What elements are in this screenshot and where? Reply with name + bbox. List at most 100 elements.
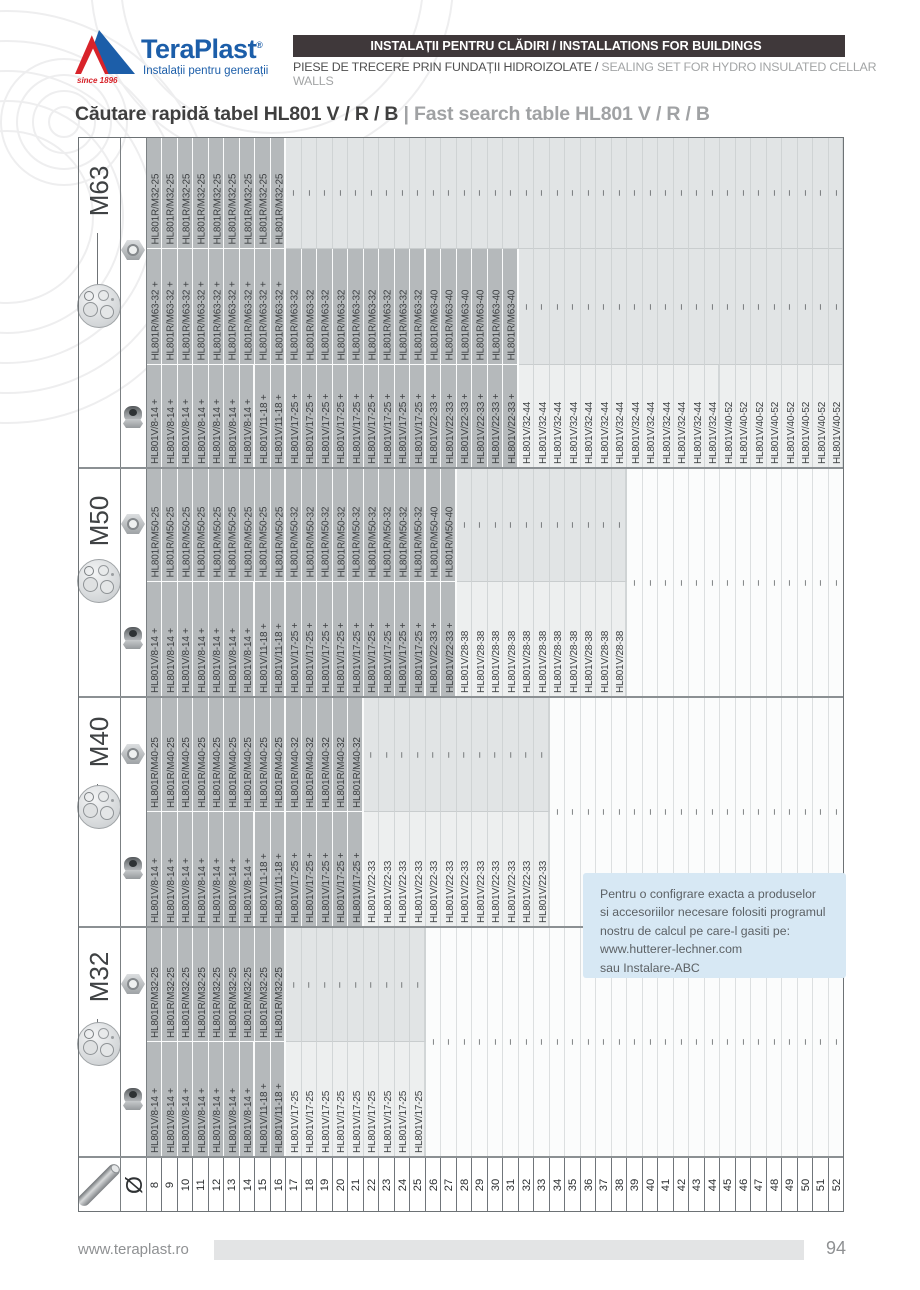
table-cell: HL801V/11-18 + [255, 365, 271, 468]
table-cell: HL801R/M50-32 [410, 468, 426, 582]
table-cell: HL801R/M63-32 [348, 249, 364, 365]
table-cell: – [612, 468, 627, 582]
table-cell: HL801V/28-38 [534, 582, 550, 697]
table-cell: HL801V/11-18 + [255, 1042, 271, 1157]
table-cell-empty: – [782, 697, 798, 927]
table-cell: HL801V/32-44 [596, 365, 612, 468]
table-cell: – [317, 927, 333, 1042]
group-label: M40 [84, 716, 114, 768]
table-cell: HL801R/M63-40 [457, 249, 472, 365]
label-leader-line [97, 233, 98, 289]
table-cell: HL801R/M40-25 [224, 697, 240, 812]
table-cell: – [658, 137, 674, 249]
table-cell-empty: – [503, 927, 519, 1157]
plug-hole [98, 290, 109, 301]
table-cell: HL801R/M50-40 [441, 468, 457, 582]
diameter-column-header: 8 [147, 1157, 162, 1212]
table-cell: – [534, 249, 550, 365]
table-cell: HL801V/32-44 [550, 365, 565, 468]
diameter-column-header: 34 [550, 1157, 565, 1212]
table-cell-empty: – [813, 697, 829, 927]
subtitle-en: SEALING SET FOR HYDRO INSULATED CELLAR W… [293, 60, 877, 88]
table-cell: HL801R/M63-32 + [147, 249, 162, 365]
table-cell: HL801V/17-25 + [364, 365, 379, 468]
table-cell-empty: – [767, 468, 782, 697]
table-cell: HL801R/M50-32 [286, 468, 302, 582]
table-cell: HL801V/32-44 [658, 365, 674, 468]
section-banner: INSTALAȚII PENTRU CLĂDIRI / INSTALLATION… [293, 35, 845, 57]
table-cell-empty: – [581, 927, 596, 1157]
table-cell: HL801V/8-14 + [240, 582, 255, 697]
table-cell: – [503, 697, 519, 812]
table-cell: – [333, 137, 348, 249]
table-cell-empty: – [550, 927, 565, 1157]
diameter-column-header: 25 [410, 1157, 426, 1212]
table-cell-empty: – [674, 468, 689, 697]
table-cell-empty: – [643, 697, 658, 927]
table-cell: HL801R/M32-25 [255, 137, 271, 249]
table-cell: HL801R/M50-32 [364, 468, 379, 582]
table-cell: HL801V/17-25 + [364, 582, 379, 697]
table-cell: HL801R/M63-40 [488, 249, 503, 365]
gland-base [123, 1101, 143, 1110]
diameter-column-header: 37 [596, 1157, 612, 1212]
table-cell: HL801R/M40-25 [147, 697, 162, 812]
table-cell-empty: – [534, 927, 550, 1157]
diameter-column-header: 35 [565, 1157, 581, 1212]
table-cell: HL801V/32-44 [689, 365, 705, 468]
plug-dot [111, 1036, 114, 1039]
footer: www.teraplast.ro 94 [0, 1238, 920, 1268]
table-cell: HL801V/40-52 [736, 365, 751, 468]
table-cell: HL801V/17-25 [364, 1042, 379, 1157]
table-cell-empty: – [689, 927, 705, 1157]
table-cell-empty: – [705, 468, 720, 697]
plug-hole [100, 305, 114, 319]
table-cell: HL801V/8-14 + [240, 812, 255, 927]
table-cell-empty: – [705, 697, 720, 927]
table-cell: HL801V/22-33 [395, 812, 410, 927]
table-cell-empty: – [798, 927, 813, 1157]
title-separator: | [398, 103, 415, 125]
table-cell: HL801R/M40-25 [240, 697, 255, 812]
table-cell: – [612, 137, 627, 249]
pipe-end [108, 1161, 122, 1175]
plug-dot [111, 298, 114, 301]
title-ro: Căutare rapidă tabel HL801 V / R / B [75, 103, 399, 125]
table-cell: – [581, 249, 596, 365]
table-cell: HL801V/22-33 [503, 812, 519, 927]
table-cell: – [689, 249, 705, 365]
table-cell: HL801V/17-25 + [348, 582, 364, 697]
table-cell: HL801V/17-25 + [410, 365, 426, 468]
table-cell: – [565, 137, 581, 249]
table-cell: HL801R/M63-32 + [224, 249, 240, 365]
table-cell: – [643, 137, 658, 249]
table-cell: HL801R/M32-25 [271, 137, 286, 249]
table-cell: – [519, 249, 534, 365]
table-cell-empty: – [689, 697, 705, 927]
table-cell: – [550, 249, 565, 365]
table-cell: HL801R/M40-25 [271, 697, 286, 812]
table-cell: HL801R/M32-25 [255, 927, 271, 1042]
diameter-column-header: 14 [240, 1157, 255, 1212]
diameter-value: 52 [830, 1178, 843, 1191]
table-cell: HL801R/M32-25 [147, 137, 162, 249]
table-cell: HL801R/M32-25 [178, 927, 193, 1042]
table-cell: HL801R/M50-25 [255, 468, 271, 582]
diameter-column-header: 52 [829, 1157, 844, 1212]
table-cell: HL801V/17-25 + [348, 365, 364, 468]
table-cell: HL801V/22-33 [364, 812, 379, 927]
table-cell: HL801V/8-14 + [162, 1042, 178, 1157]
table-cell-empty: – [519, 927, 534, 1157]
diameter-column-header: 46 [736, 1157, 751, 1212]
table-cell: HL801V/8-14 + [193, 812, 209, 927]
diameter-symbol: Ø [120, 1175, 147, 1194]
table-cell: – [503, 137, 519, 249]
table-cell: – [829, 249, 844, 365]
subtitle-ro: PIESE DE TRECERE PRIN FUNDAȚII HIDROIZOL… [293, 60, 599, 74]
header-col-divider [120, 137, 121, 1212]
table-cell: – [612, 249, 627, 365]
table-cell: – [488, 468, 503, 582]
table-cell-empty: – [643, 468, 658, 697]
logo-brand-text: TeraPlast® [141, 34, 263, 65]
